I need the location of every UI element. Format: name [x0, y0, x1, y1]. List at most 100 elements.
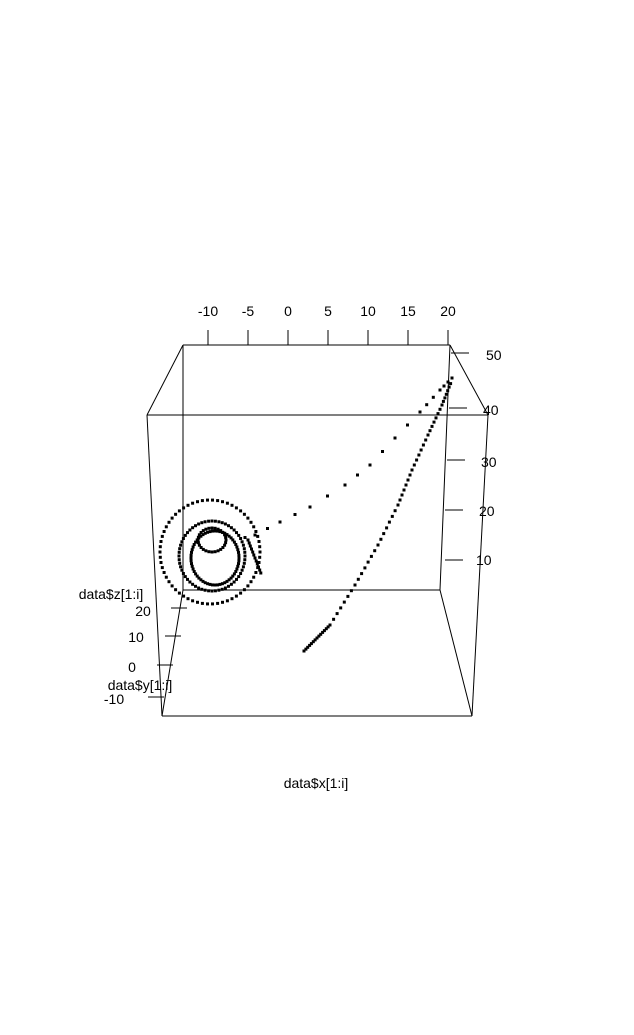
- x-tick: 0: [284, 303, 292, 345]
- data-point: [206, 602, 209, 606]
- data-point: [229, 536, 233, 540]
- data-point: [196, 535, 200, 539]
- data-point: [432, 420, 436, 424]
- y-tick: 10: [128, 629, 181, 645]
- data-point: [444, 392, 448, 396]
- data-point: [234, 594, 238, 598]
- data-point: [246, 516, 250, 520]
- data-point: [191, 582, 195, 586]
- data-point: [230, 597, 234, 601]
- data-point: [436, 412, 440, 416]
- data-point: [207, 526, 211, 530]
- data-point: [339, 606, 343, 610]
- data-point: [417, 453, 421, 457]
- data-point: [328, 623, 332, 627]
- data-point: [446, 389, 450, 393]
- data-point: [387, 520, 391, 524]
- data-point: [415, 458, 419, 462]
- data-point: [200, 499, 204, 503]
- data-point: [201, 529, 205, 533]
- x-axis-label: data$x[1:i]: [284, 775, 349, 791]
- data-point: [349, 589, 353, 593]
- data-point: [206, 582, 210, 586]
- data-point: [194, 540, 198, 544]
- data-point: [404, 483, 408, 487]
- data-point: [179, 565, 183, 569]
- data-point: [207, 519, 211, 523]
- z-tick: 30: [447, 454, 497, 470]
- data-point: [356, 473, 359, 477]
- data-point: [216, 499, 220, 503]
- data-point: [186, 531, 189, 535]
- data-point: [221, 500, 224, 504]
- data-point: [381, 450, 384, 453]
- data-point: [164, 525, 168, 529]
- data-point: [201, 533, 205, 537]
- data-point: [192, 543, 196, 546]
- data-point: [196, 500, 199, 504]
- data-point: [236, 548, 240, 552]
- data-point: [220, 521, 224, 525]
- data-point: [393, 436, 397, 440]
- data-point: [239, 591, 243, 595]
- data-point: [189, 553, 193, 557]
- data-point: [419, 448, 423, 452]
- data-point: [353, 583, 357, 587]
- data-point: [319, 632, 323, 636]
- data-point: [160, 566, 164, 570]
- box-edge-bottom-right: [439, 589, 473, 717]
- data-point: [177, 550, 181, 554]
- data-point: [220, 582, 224, 586]
- data-point: [438, 388, 442, 392]
- x-tick-label: -5: [242, 303, 255, 319]
- y-axis-label: data$y[1:i]: [108, 677, 173, 693]
- data-point: [242, 588, 246, 592]
- data-point: [174, 512, 178, 516]
- data-point: [237, 559, 241, 563]
- data-point: [236, 564, 240, 568]
- data-point: [324, 627, 328, 631]
- data-point: [197, 586, 201, 590]
- data-point: [379, 537, 383, 541]
- data-point: [178, 547, 182, 551]
- data-point: [249, 520, 253, 524]
- data-point: [421, 443, 425, 447]
- data-point: [255, 562, 259, 566]
- y-tick: 0: [128, 659, 173, 675]
- data-point: [203, 520, 207, 524]
- data-point: [158, 555, 162, 559]
- data-point: [225, 579, 229, 583]
- data-point: [425, 403, 429, 407]
- data-point: [235, 545, 239, 549]
- data-point: [426, 433, 430, 437]
- data-point: [251, 550, 255, 554]
- data-point: [376, 543, 380, 547]
- data-point: [308, 505, 312, 509]
- data-point: [253, 533, 257, 537]
- data-point: [227, 534, 231, 538]
- z-tick-label: 50: [486, 347, 502, 363]
- data-point: [197, 576, 201, 580]
- data-point: [232, 580, 236, 584]
- x-axis: -10 -5 0 5 10 15 20 data$x[1:i]: [198, 303, 456, 791]
- data-point: [213, 550, 217, 554]
- data-point: [424, 438, 428, 442]
- data-point: [190, 562, 193, 566]
- data-point: [237, 575, 241, 579]
- data-point: [256, 534, 260, 538]
- x-tick: 20: [440, 303, 456, 345]
- data-point: [396, 503, 400, 507]
- data-point: [158, 550, 162, 554]
- data-point: [225, 599, 229, 603]
- z-axis: 10 20 30 40 50 data$z[1:i]: [79, 347, 502, 602]
- data-point: [177, 554, 181, 558]
- data-point: [164, 575, 168, 579]
- data-point: [450, 376, 454, 380]
- data-point: [191, 501, 195, 505]
- box-edge-front-right: [471, 414, 489, 717]
- data-point: [309, 642, 313, 646]
- data-point: [197, 522, 201, 526]
- x-tick-label: 10: [360, 303, 376, 319]
- data-point: [398, 498, 402, 502]
- data-point: [204, 527, 208, 531]
